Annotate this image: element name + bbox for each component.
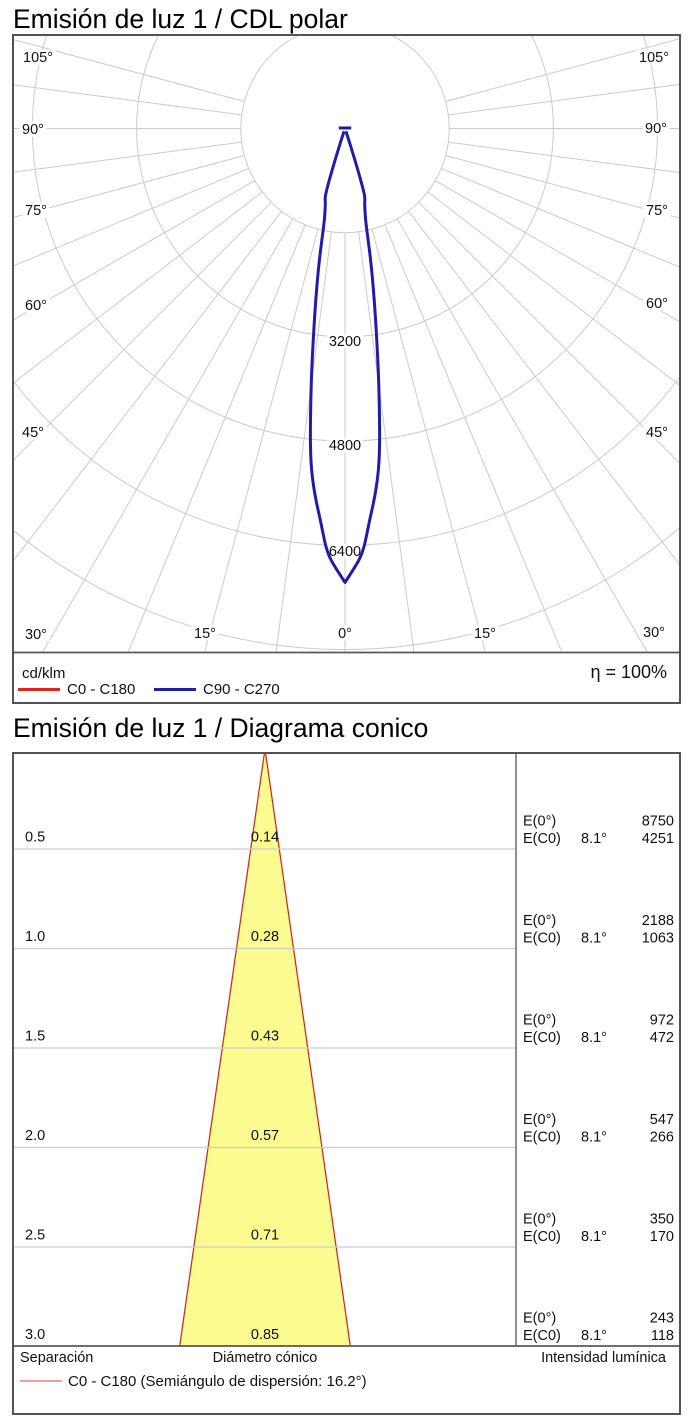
svg-text:1063: 1063 xyxy=(642,931,674,947)
svg-text:E(0°): E(0°) xyxy=(523,1311,556,1327)
svg-text:E(0°): E(0°) xyxy=(523,1112,556,1128)
svg-text:2.0: 2.0 xyxy=(25,1128,45,1144)
svg-text:118: 118 xyxy=(651,1328,674,1344)
svg-text:C90 - C270: C90 - C270 xyxy=(203,681,280,698)
svg-text:45°: 45° xyxy=(646,425,668,441)
svg-text:547: 547 xyxy=(650,1112,674,1128)
svg-text:105°: 105° xyxy=(639,50,669,66)
svg-text:Emisión de luz 1 / CDL polar: Emisión de luz 1 / CDL polar xyxy=(13,4,348,34)
svg-text:3200: 3200 xyxy=(329,334,361,350)
svg-text:E(C0): E(C0) xyxy=(523,1130,561,1146)
svg-text:8.1°: 8.1° xyxy=(581,931,607,947)
svg-text:Intensidad lumínica: Intensidad lumínica xyxy=(541,1350,667,1366)
svg-text:C0 - C180 (Semiángulo de dispe: C0 - C180 (Semiángulo de dispersión: 16.… xyxy=(68,1373,367,1390)
svg-text:8.1°: 8.1° xyxy=(581,831,607,847)
svg-text:E(C0): E(C0) xyxy=(523,931,561,947)
svg-text:0.71: 0.71 xyxy=(251,1228,279,1244)
svg-text:1.0: 1.0 xyxy=(25,929,45,945)
svg-text:0.28: 0.28 xyxy=(251,929,279,945)
svg-text:E(0°): E(0°) xyxy=(523,1212,556,1228)
svg-text:E(C0): E(C0) xyxy=(523,831,561,847)
svg-text:8.1°: 8.1° xyxy=(581,1130,607,1146)
svg-text:60°: 60° xyxy=(646,296,668,312)
svg-text:0.57: 0.57 xyxy=(251,1128,279,1144)
svg-text:90°: 90° xyxy=(645,121,667,137)
svg-text:E(0°): E(0°) xyxy=(523,1013,556,1029)
svg-text:E(C0): E(C0) xyxy=(523,1229,561,1245)
svg-text:266: 266 xyxy=(650,1130,674,1146)
svg-text:972: 972 xyxy=(650,1013,674,1029)
svg-text:3.0: 3.0 xyxy=(25,1327,45,1343)
svg-text:30°: 30° xyxy=(25,627,47,643)
svg-text:Separación: Separación xyxy=(20,1350,93,1366)
svg-text:2188: 2188 xyxy=(642,913,674,929)
svg-text:15°: 15° xyxy=(474,626,496,642)
svg-text:8.1°: 8.1° xyxy=(581,1328,607,1344)
svg-text:15°: 15° xyxy=(194,626,216,642)
svg-text:8.1°: 8.1° xyxy=(581,1229,607,1245)
svg-text:243: 243 xyxy=(650,1311,674,1327)
svg-text:90°: 90° xyxy=(22,122,44,138)
svg-text:0.85: 0.85 xyxy=(251,1327,279,1343)
svg-text:Diámetro cónico: Diámetro cónico xyxy=(213,1350,318,1366)
svg-text:cd/klm: cd/klm xyxy=(22,665,65,682)
svg-text:E(C0): E(C0) xyxy=(523,1328,561,1344)
svg-text:E(0°): E(0°) xyxy=(523,913,556,929)
svg-text:170: 170 xyxy=(650,1229,674,1245)
svg-text:4251: 4251 xyxy=(642,831,674,847)
svg-text:60°: 60° xyxy=(25,298,47,314)
svg-text:30°: 30° xyxy=(643,625,665,641)
svg-text:E(C0): E(C0) xyxy=(523,1030,561,1046)
svg-text:0°: 0° xyxy=(338,626,352,642)
svg-text:1.5: 1.5 xyxy=(25,1029,45,1045)
svg-text:C0 - C180: C0 - C180 xyxy=(67,681,135,698)
svg-text:75°: 75° xyxy=(646,203,668,219)
svg-text:4800: 4800 xyxy=(329,438,361,454)
svg-text:0.5: 0.5 xyxy=(25,830,45,846)
svg-text:E(0°): E(0°) xyxy=(523,814,556,830)
svg-text:105°: 105° xyxy=(23,50,53,66)
svg-text:8.1°: 8.1° xyxy=(581,1030,607,1046)
svg-text:0.14: 0.14 xyxy=(251,830,279,846)
svg-text:350: 350 xyxy=(650,1212,674,1228)
svg-text:45°: 45° xyxy=(22,425,44,441)
svg-text:2.5: 2.5 xyxy=(25,1228,45,1244)
svg-text:472: 472 xyxy=(650,1030,674,1046)
svg-text:6400: 6400 xyxy=(329,544,361,560)
svg-text:75°: 75° xyxy=(25,203,47,219)
svg-text:8750: 8750 xyxy=(642,814,674,830)
svg-text:0.43: 0.43 xyxy=(251,1029,279,1045)
svg-text:Emisión de luz 1 / Diagrama co: Emisión de luz 1 / Diagrama conico xyxy=(13,713,428,743)
svg-text:η = 100%: η = 100% xyxy=(590,662,667,682)
